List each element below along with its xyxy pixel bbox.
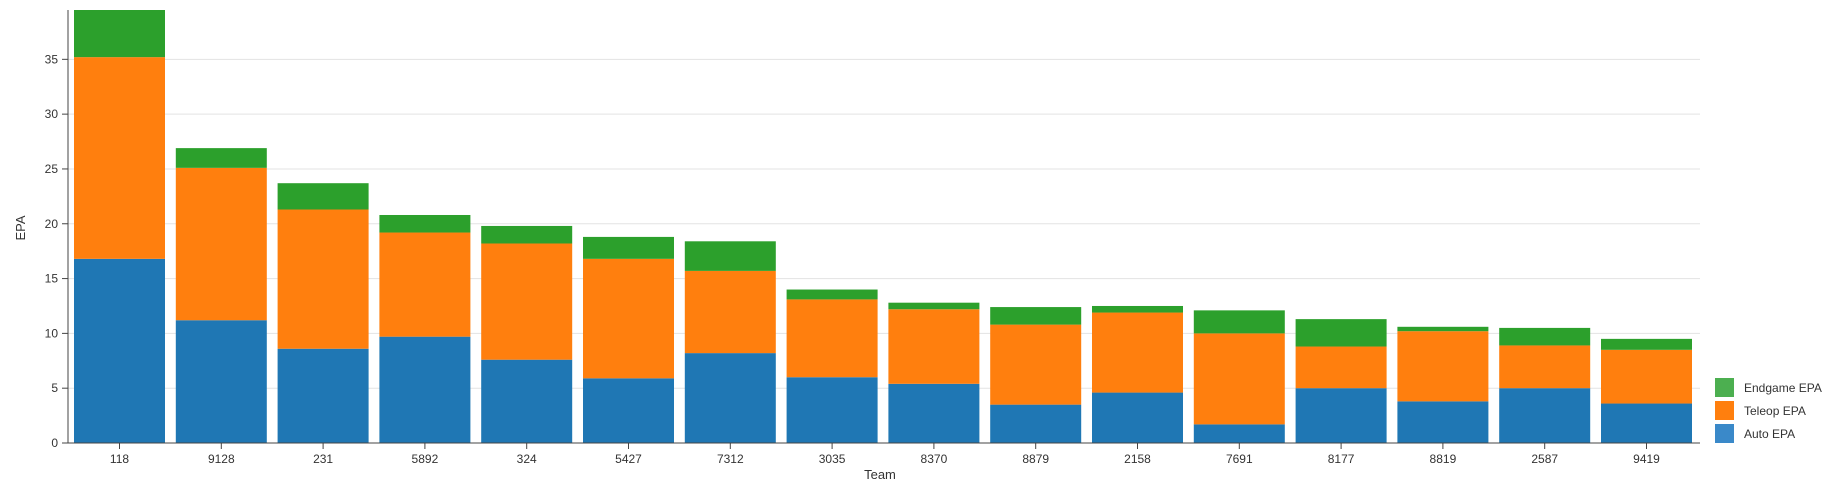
y-tick-label: 30: [45, 107, 59, 121]
bar-teleop-epa-9128: [175, 167, 267, 321]
bar-endgame-epa-118: [74, 10, 165, 58]
bar-endgame-epa-8370: [888, 302, 980, 310]
bar-auto-epa-8370: [888, 383, 980, 443]
x-tick-label: 7312: [717, 452, 744, 466]
bar-teleop-epa-231: [277, 209, 369, 349]
bar-teleop-epa-7312: [684, 270, 776, 354]
bar-teleop-epa-118: [74, 57, 165, 259]
bar-teleop-epa-8177: [1295, 346, 1387, 389]
bar-endgame-epa-8879: [990, 307, 1082, 325]
x-tick-label: 231: [313, 452, 333, 466]
x-tick-label: 8879: [1022, 452, 1049, 466]
bar-auto-epa-2158: [1092, 392, 1183, 443]
y-tick-label: 10: [45, 326, 59, 340]
bar-teleop-epa-7691: [1193, 333, 1285, 425]
y-tick-label: 15: [45, 272, 59, 286]
bar-auto-epa-5427: [583, 378, 674, 443]
bar-auto-epa-324: [481, 359, 573, 443]
bar-endgame-epa-2158: [1092, 305, 1183, 313]
x-tick-label: 7691: [1226, 452, 1253, 466]
x-tick-label: 9419: [1633, 452, 1660, 466]
bar-auto-epa-8879: [990, 404, 1082, 443]
x-tick-label: 5892: [412, 452, 439, 466]
bar-auto-epa-8819: [1397, 401, 1489, 443]
y-axis-label: EPA: [13, 215, 28, 240]
bar-auto-epa-7312: [684, 353, 776, 443]
x-tick-label: 118: [110, 452, 129, 466]
x-tick-label: 2158: [1124, 452, 1151, 466]
legend-swatch-auto-epa: [1715, 424, 1734, 443]
legend-label: Teleop EPA: [1744, 404, 1806, 418]
bar-teleop-epa-324: [481, 243, 573, 360]
x-tick-label: 8370: [921, 452, 948, 466]
legend-swatch-endgame-epa: [1715, 378, 1734, 397]
bar-auto-epa-9419: [1601, 403, 1692, 443]
legend-label: Endgame EPA: [1744, 381, 1822, 395]
bar-teleop-epa-2587: [1499, 345, 1591, 389]
bar-auto-epa-9128: [175, 320, 267, 443]
bar-teleop-epa-2158: [1092, 312, 1183, 393]
bar-endgame-epa-231: [277, 183, 369, 210]
bar-auto-epa-8177: [1295, 388, 1387, 443]
bar-endgame-epa-3035: [786, 289, 878, 300]
y-tick-label: 5: [51, 381, 58, 395]
bar-auto-epa-5892: [379, 336, 471, 443]
bar-teleop-epa-3035: [786, 299, 878, 378]
x-axis-label: Team: [864, 467, 896, 482]
bar-teleop-epa-8819: [1397, 331, 1489, 402]
bar-teleop-epa-5427: [583, 258, 674, 379]
bar-endgame-epa-8819: [1397, 326, 1489, 332]
bar-endgame-epa-9419: [1601, 338, 1692, 350]
x-tick-label: 8177: [1328, 452, 1355, 466]
x-tick-label: 2587: [1531, 452, 1558, 466]
bar-endgame-epa-5892: [379, 214, 471, 233]
legend: Endgame EPA Teleop EPA Auto EPA: [1715, 378, 1822, 443]
bar-endgame-epa-7312: [684, 241, 776, 271]
legend-swatch-teleop-epa: [1715, 401, 1734, 420]
bar-auto-epa-3035: [786, 377, 878, 443]
y-tick-label: 20: [45, 217, 59, 231]
bar-auto-epa-118: [74, 258, 165, 443]
x-tick-label: 3035: [819, 452, 846, 466]
bar-endgame-epa-8177: [1295, 319, 1387, 347]
bar-teleop-epa-8370: [888, 309, 980, 384]
bar-auto-epa-2587: [1499, 388, 1591, 443]
x-tick-label: 9128: [208, 452, 235, 466]
bar-teleop-epa-5892: [379, 232, 471, 337]
bars: [74, 10, 1692, 443]
bar-endgame-epa-5427: [583, 236, 674, 259]
bar-endgame-epa-2587: [1499, 327, 1591, 346]
bar-auto-epa-7691: [1193, 424, 1285, 443]
y-tick-label: 25: [45, 162, 59, 176]
x-tick-label: 8819: [1430, 452, 1457, 466]
bar-endgame-epa-324: [481, 225, 573, 244]
y-tick-label: 35: [45, 52, 59, 66]
bar-endgame-epa-9128: [175, 148, 267, 168]
x-tick-label: 324: [517, 452, 537, 466]
bar-endgame-epa-7691: [1193, 310, 1285, 334]
legend-label: Auto EPA: [1744, 427, 1795, 441]
y-tick-label: 0: [51, 436, 58, 450]
bar-teleop-epa-8879: [990, 324, 1082, 405]
bar-auto-epa-231: [277, 348, 369, 443]
bar-teleop-epa-9419: [1601, 349, 1692, 404]
x-tick-label: 5427: [615, 452, 642, 466]
